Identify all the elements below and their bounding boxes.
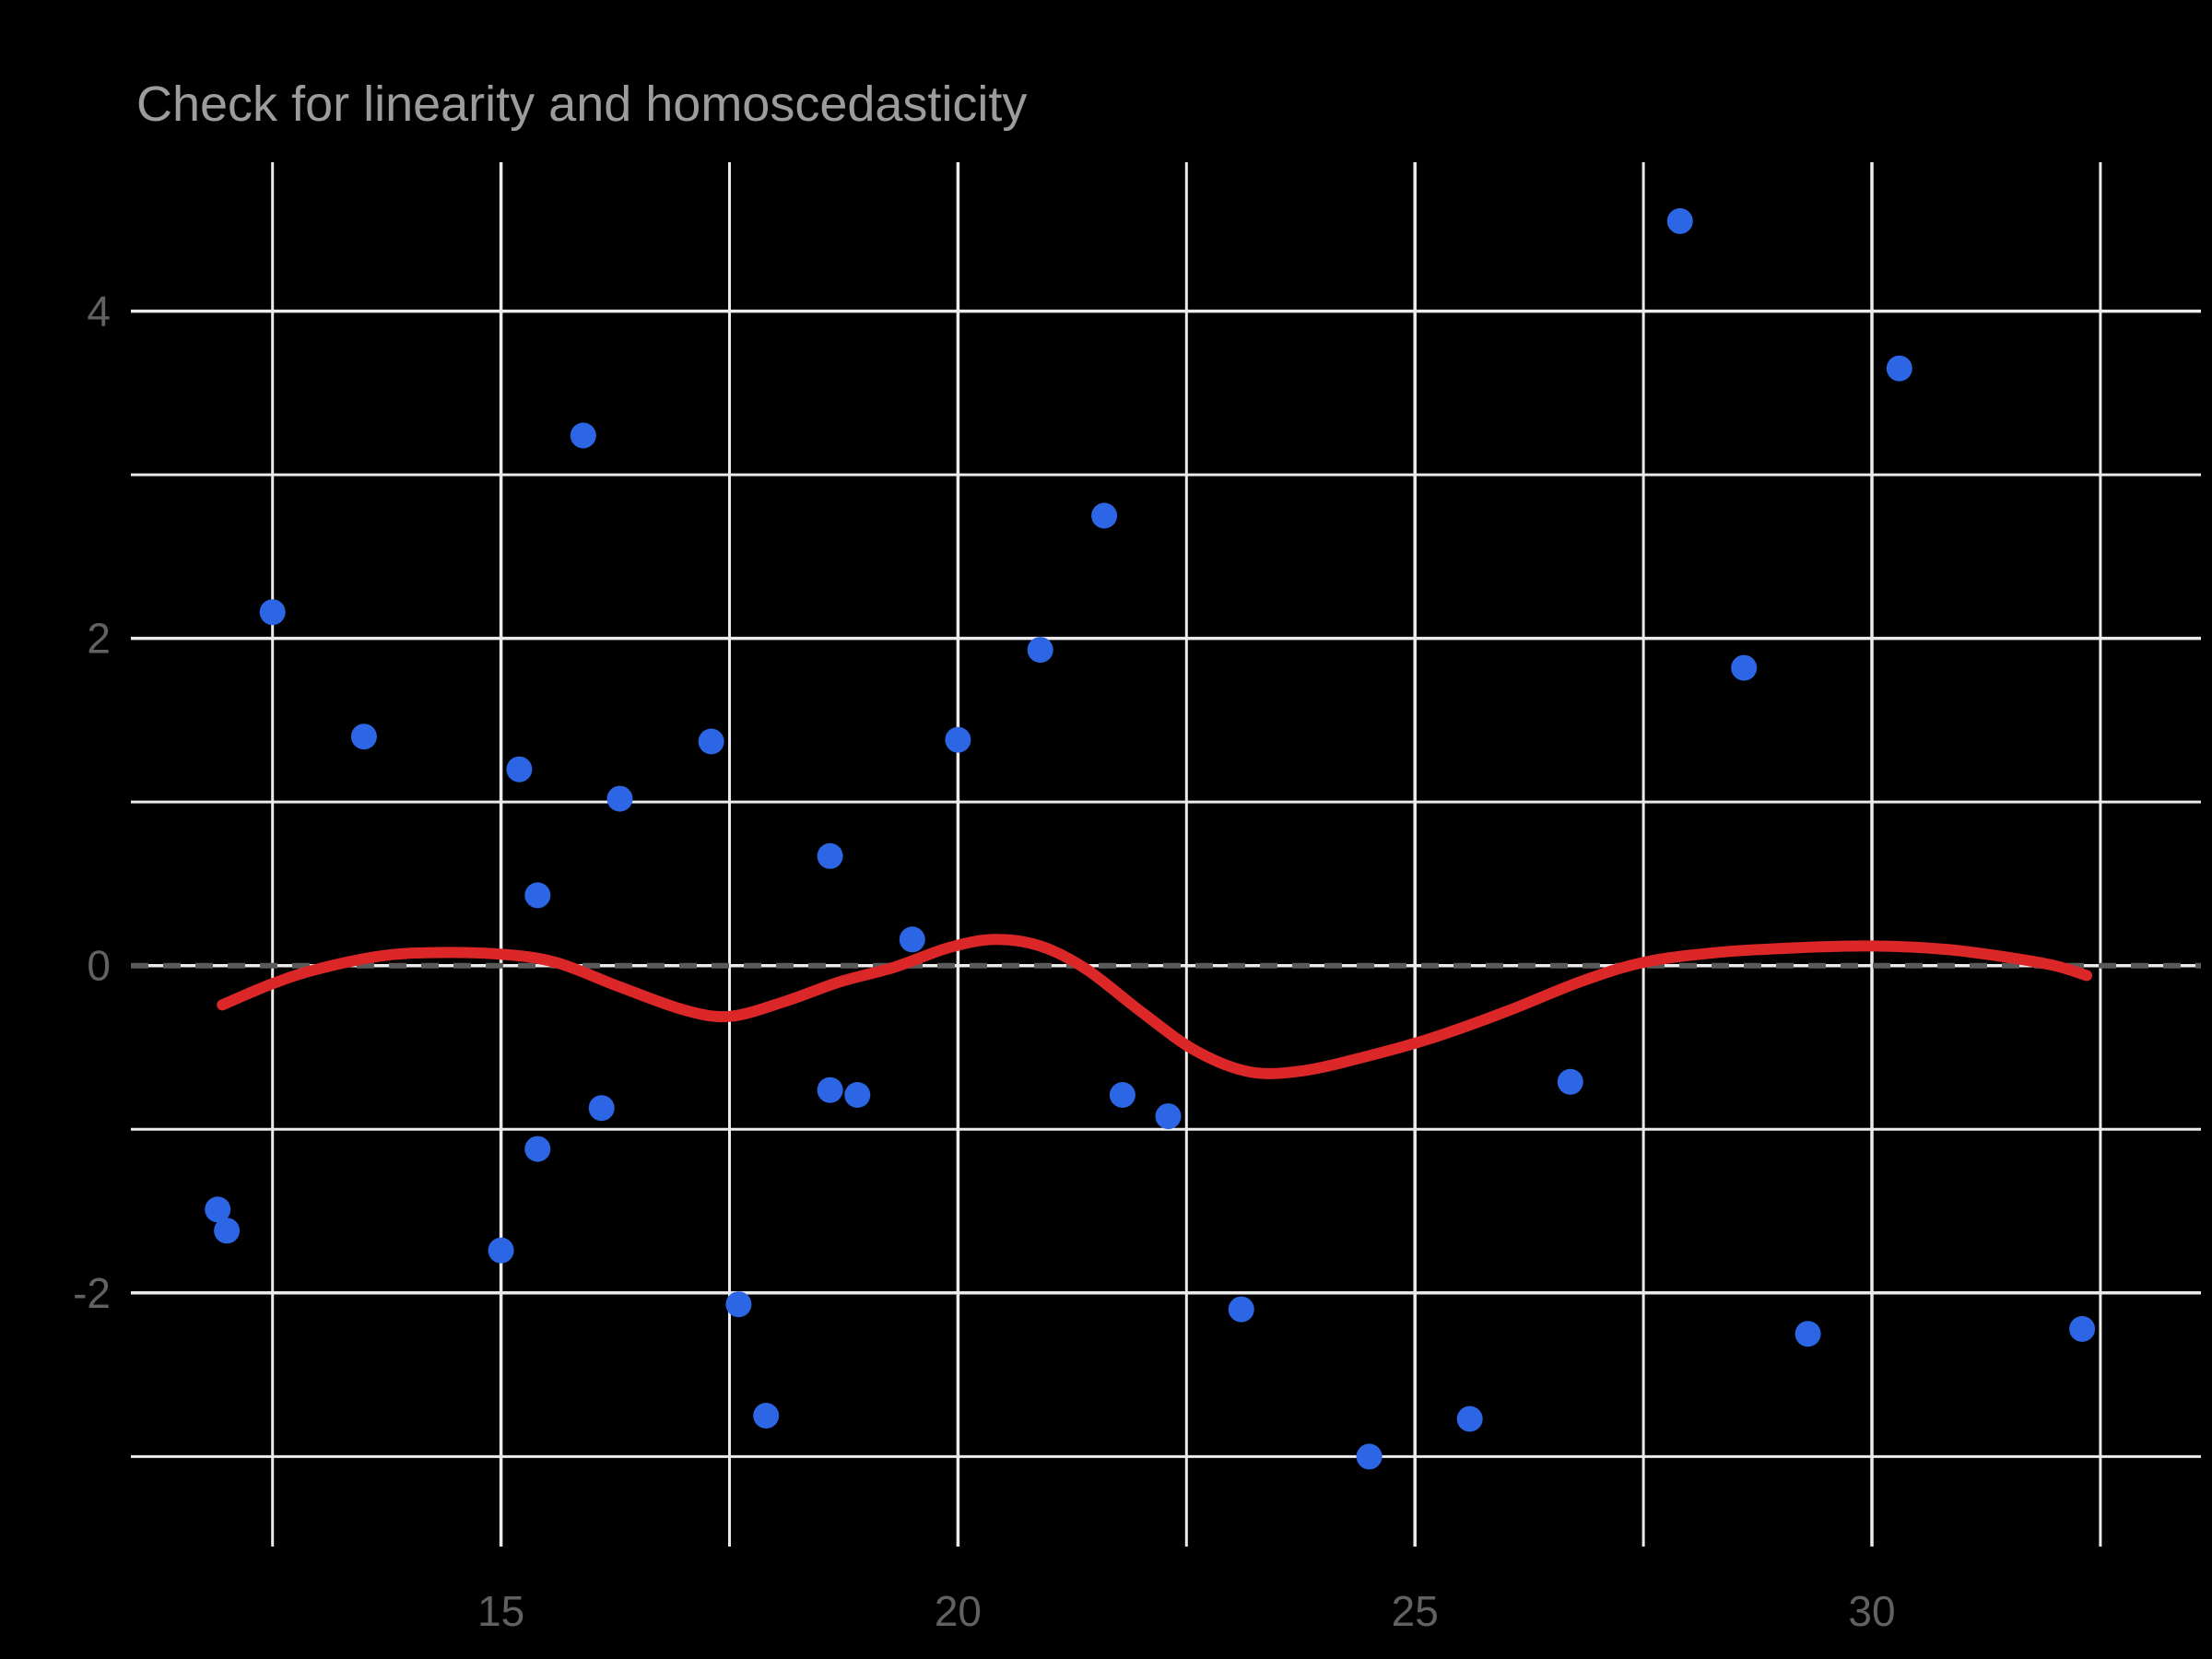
loess-smooth-curve: [217, 934, 2092, 1079]
data-point: [606, 785, 633, 812]
y-tick-label: 0: [87, 942, 111, 990]
data-point: [1731, 654, 1758, 681]
data-point: [570, 422, 596, 449]
y-tick-label: 4: [87, 288, 111, 335]
data-point: [588, 1095, 615, 1122]
data-point: [1109, 1082, 1135, 1108]
data-point: [1557, 1068, 1583, 1095]
data-point: [1228, 1296, 1254, 1323]
data-point: [1356, 1443, 1382, 1470]
data-point: [1155, 1103, 1182, 1130]
data-point: [1794, 1321, 1821, 1347]
data-point: [524, 882, 551, 909]
data-point: [259, 599, 286, 626]
data-point: [698, 728, 724, 755]
data-point: [945, 726, 971, 753]
y-tick-label: -2: [73, 1269, 111, 1317]
x-tick-label: 30: [1848, 1587, 1895, 1635]
data-point: [817, 842, 843, 869]
data-point: [1886, 355, 1912, 382]
data-point: [1091, 502, 1118, 529]
data-point: [1027, 637, 1053, 664]
chart-title: Check for linearity and homoscedasticity: [136, 76, 1028, 132]
data-point: [1666, 207, 1693, 234]
data-point: [350, 724, 377, 750]
data-point: [1456, 1406, 1483, 1432]
data-point: [524, 1135, 551, 1162]
data-point: [2069, 1315, 2096, 1342]
data-point: [725, 1291, 752, 1318]
x-tick-label: 15: [477, 1587, 524, 1635]
y-tick-label: 2: [87, 615, 111, 663]
data-point: [214, 1218, 241, 1244]
x-tick-label: 20: [935, 1587, 982, 1635]
data-point: [488, 1237, 514, 1264]
data-point: [205, 1196, 231, 1223]
data-point: [899, 926, 925, 953]
data-point: [817, 1077, 843, 1103]
data-point: [753, 1403, 780, 1429]
x-tick-label: 25: [1392, 1587, 1439, 1635]
data-point: [844, 1082, 871, 1108]
data-point: [506, 756, 533, 782]
